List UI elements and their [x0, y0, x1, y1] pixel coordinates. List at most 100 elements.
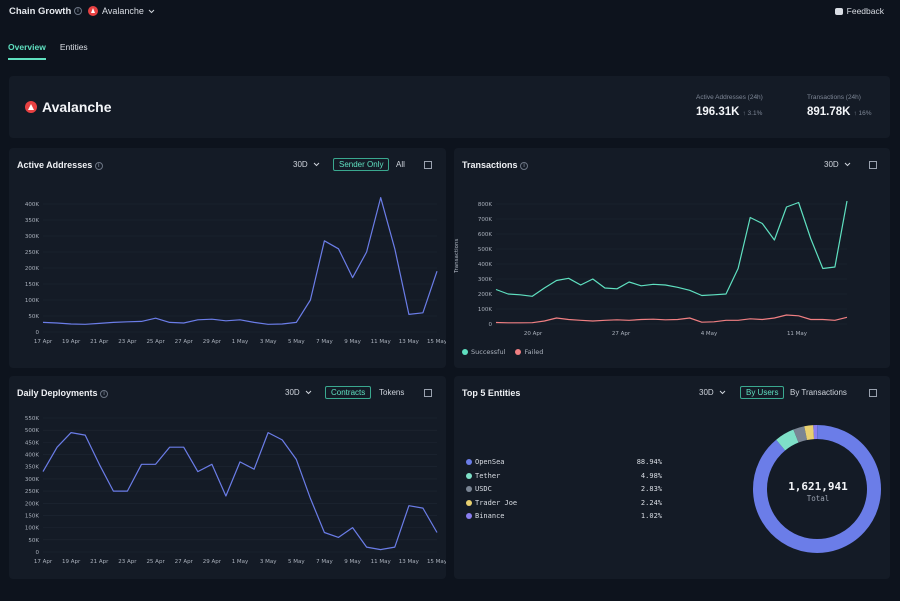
chevron-down-icon — [844, 162, 851, 167]
card-title-text: Active Addresses — [17, 160, 93, 170]
x-tick-label: 11 May — [371, 339, 392, 345]
stat-value: 891.78K — [807, 106, 851, 118]
donut-slice-tether[interactable] — [776, 429, 799, 451]
y-tick-label: 0 — [36, 550, 40, 556]
legend-label: Failed — [524, 348, 544, 356]
y-tick-label: 500K — [25, 428, 39, 434]
transactions-legend: Successful Failed — [462, 348, 543, 356]
x-tick-label: 5 May — [288, 559, 305, 565]
x-tick-label: 9 May — [344, 339, 361, 345]
top-entities-card: Top 5 Entities 30D By Users By Transacti… — [454, 376, 890, 579]
daily-deployments-chart: 0 50K 100K 150K 200K 250K 300K 350K 400K 450K 500K… — [25, 416, 446, 565]
donut-center: 1,621,941 Total — [754, 480, 882, 503]
range-label: 30D — [699, 388, 714, 397]
x-tick-label: 23 Apr — [118, 339, 137, 345]
y-tick-label: 150K — [25, 513, 39, 519]
list-item[interactable]: Tether 4.98% — [466, 472, 662, 480]
y-tick-label: 700K — [478, 217, 492, 223]
chevron-down-icon — [305, 390, 312, 395]
y-tick-label: 350K — [25, 218, 39, 224]
y-tick-label: 250K — [25, 489, 39, 495]
tab-entities[interactable]: Entities — [59, 42, 88, 52]
range-selector[interactable]: 30D — [824, 160, 851, 169]
expand-icon[interactable] — [869, 389, 877, 397]
series-line — [42, 196, 438, 325]
entity-name: OpenSea — [475, 458, 505, 466]
by-transactions-toggle[interactable]: By Transactions — [790, 388, 847, 397]
y-tick-label: 150K — [25, 282, 39, 288]
expand-icon[interactable] — [424, 161, 432, 169]
x-tick-label: 4 May — [701, 331, 718, 337]
donut-slice-trader-joe[interactable] — [804, 425, 815, 441]
feedback-button[interactable]: Feedback — [834, 6, 884, 16]
contracts-toggle[interactable]: Contracts — [325, 386, 372, 399]
range-selector[interactable]: 30D — [285, 388, 312, 397]
info-icon[interactable]: i — [100, 389, 109, 398]
y-tick-label: 300K — [25, 234, 39, 240]
range-selector[interactable]: 30D — [293, 160, 320, 169]
range-label: 30D — [285, 388, 300, 397]
chain-name-heading: Avalanche — [25, 99, 112, 115]
x-tick-label: 7 May — [316, 559, 333, 565]
donut-slice-usdc[interactable] — [793, 426, 808, 443]
list-item[interactable]: Binance 1.02% — [466, 512, 662, 520]
y-tick-label: 100K — [25, 298, 39, 304]
tokens-toggle[interactable]: Tokens — [379, 388, 405, 397]
avalanche-logo-icon — [25, 101, 37, 113]
y-tick-label: 200K — [25, 501, 39, 507]
entity-name: Binance — [475, 512, 505, 520]
chain-summary-card: Avalanche Active Addresses (24h) 196.31K… — [9, 76, 890, 138]
top-entities-title: Top 5 Entities — [462, 388, 521, 398]
y-tick-label: 800K — [478, 202, 492, 208]
entity-name: Trader Joe — [475, 498, 518, 507]
x-tick-label: 25 Apr — [146, 339, 165, 345]
active-addresses-chart: 0 50K 100K 150K 200K 250K 300K 350K 400K 17 Apr 19… — [25, 196, 446, 345]
by-users-toggle[interactable]: By Users — [740, 386, 785, 399]
sender-only-toggle[interactable]: Sender Only — [333, 158, 390, 171]
range-selector[interactable]: 30D — [699, 388, 726, 397]
y-tick-label: 50K — [28, 314, 39, 320]
avalanche-logo-icon — [88, 6, 98, 16]
entity-share: 2.83% — [640, 485, 662, 493]
expand-icon[interactable] — [869, 161, 877, 169]
x-tick-label: 15 May — [427, 339, 446, 345]
total-value: 1,621,941 — [788, 480, 848, 493]
x-tick-label: 3 May — [260, 559, 277, 565]
tab-overview[interactable]: Overview — [8, 42, 46, 60]
info-icon[interactable]: i — [520, 161, 529, 170]
list-item[interactable]: USDC 2.83% — [466, 485, 662, 493]
legend-failed[interactable]: Failed — [515, 348, 543, 356]
y-tick-label: 400K — [478, 262, 492, 268]
y-tick-label: 50K — [28, 538, 39, 544]
y-tick-label: 250K — [25, 250, 39, 256]
x-tick-label: 7 May — [316, 339, 333, 345]
stat-transactions: Transactions (24h) 891.78K ↑ 16% — [807, 94, 872, 118]
series-line — [495, 200, 848, 297]
chevron-down-icon — [313, 162, 320, 167]
stat-change: ↑ 16% — [853, 110, 872, 117]
feedback-label: Feedback — [846, 6, 884, 16]
list-item[interactable]: Trader Joe 2.24% — [466, 499, 662, 507]
x-tick-label: 19 Apr — [62, 339, 81, 345]
y-tick-label: 400K — [25, 453, 39, 459]
expand-icon[interactable] — [424, 389, 432, 397]
list-item[interactable]: OpenSea 88.94% — [466, 458, 662, 466]
info-icon[interactable]: i — [73, 7, 82, 16]
legend-successful[interactable]: Successful — [462, 348, 505, 356]
x-tick-label: 3 May — [260, 339, 277, 345]
x-tick-label: 20 Apr — [524, 331, 543, 337]
y-tick-label: 300K — [25, 477, 39, 483]
x-tick-label: 11 May — [787, 331, 808, 337]
legend-dot — [466, 472, 472, 479]
active-addresses-title: Active Addresses i — [17, 160, 103, 170]
all-toggle[interactable]: All — [396, 160, 405, 169]
chain-selector[interactable]: Avalanche — [88, 6, 155, 16]
chain-selector-label: Avalanche — [102, 6, 144, 16]
stat-label: Transactions (24h) — [807, 94, 861, 101]
info-icon[interactable]: i — [94, 161, 103, 170]
donut-slice-opensea[interactable] — [753, 425, 881, 553]
x-tick-label: 1 May — [232, 339, 249, 345]
entities-list: OpenSea 88.94% Tether 4.98% USDC 2.83% T… — [466, 458, 662, 520]
stat-value: 196.31K — [696, 106, 740, 118]
y-tick-label: 600K — [478, 232, 492, 238]
